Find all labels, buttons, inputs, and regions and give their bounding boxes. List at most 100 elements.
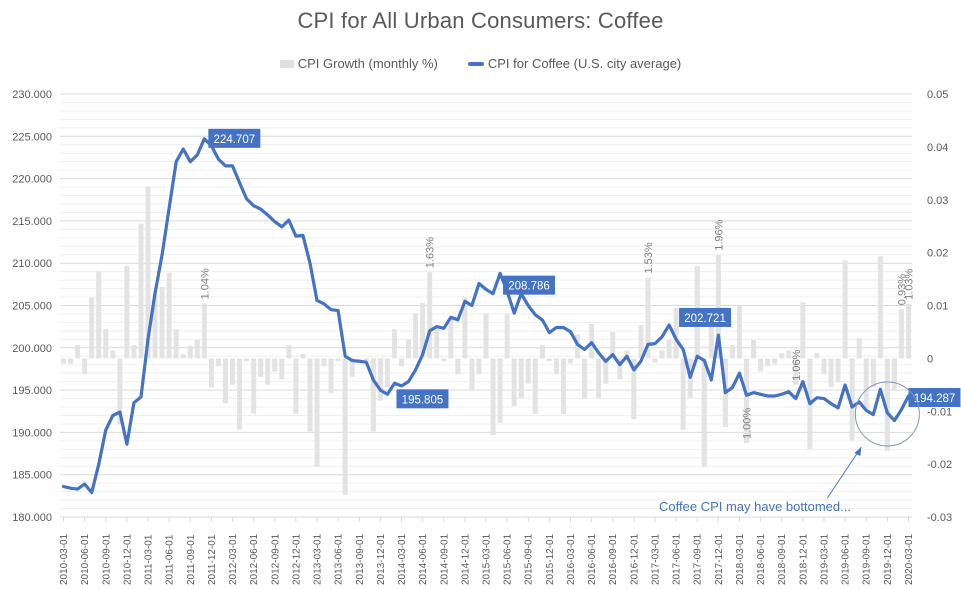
growth-bar: [659, 350, 665, 359]
growth-bar: [638, 325, 644, 359]
growth-bar: [391, 329, 397, 359]
x-tick-label: 2018-09-01: [777, 533, 788, 585]
legend: CPI Growth (monthly %) CPI for Coffee (U…: [0, 56, 961, 71]
growth-bar: [511, 358, 517, 406]
arrow-head-icon: [854, 447, 862, 456]
growth-bar: [173, 329, 179, 359]
growth-bar: [82, 358, 88, 375]
chart-title: CPI for All Urban Consumers: Coffee: [297, 8, 664, 33]
bar-series: [60, 186, 912, 495]
growth-bar: [729, 345, 735, 359]
bar-data-label: 1.96%: [713, 219, 725, 250]
y-right-tick-label: 0.01: [927, 301, 948, 313]
x-tick-label: 2010-06-01: [80, 533, 91, 585]
growth-bar: [708, 325, 714, 359]
y-left-tick-label: 185.000: [12, 470, 52, 482]
bar-data-label: 0.93%: [896, 274, 908, 305]
x-tick-label: 2012-06-01: [249, 533, 260, 585]
x-axis: 2010-03-01 2010-06-01 2010-09-01 2010-12-01…: [59, 516, 915, 585]
legend-item-cpi[interactable]: CPI for Coffee (U.S. city average): [467, 56, 682, 71]
growth-bar: [265, 358, 271, 385]
value-callouts: 224.707 195.805 208.786 202.721 194.287: [208, 128, 961, 409]
growth-bar: [314, 358, 320, 467]
value-callout-label: 224.707: [214, 134, 256, 146]
growth-bar: [645, 277, 651, 359]
y-left-tick-label: 195.000: [12, 385, 52, 397]
growth-bar: [138, 223, 144, 359]
bar-data-label: 1.00%: [742, 408, 754, 439]
annotation-text: Coffee CPI may have bottomed...: [659, 499, 851, 514]
highlight-circle: [854, 381, 920, 447]
growth-bar: [406, 339, 412, 359]
growth-bar: [835, 358, 841, 383]
line-series: [61, 137, 911, 495]
x-tick-label: 2017-03-01: [650, 533, 661, 585]
x-tick-label: 2011-09-01: [186, 534, 197, 585]
legend-swatch-line: [467, 61, 484, 66]
y-axis-right: -0.03 -0.02 -0.01 0 0.01 0.02 0.03 0.04 0.05: [927, 89, 952, 524]
growth-bar: [300, 354, 306, 359]
growth-bar: [779, 353, 785, 359]
bar-data-label: 1.03%: [903, 269, 915, 300]
growth-bar: [828, 358, 834, 388]
growth-bar: [856, 338, 862, 359]
x-tick-label: 2017-12-01: [714, 533, 725, 585]
growth-bar: [279, 358, 285, 380]
x-tick-label: 2017-09-01: [693, 533, 704, 585]
value-callout-box: [503, 275, 556, 295]
x-tick-label: 2012-03-01: [228, 533, 239, 585]
growth-bar: [166, 272, 172, 359]
growth-bar: [251, 358, 257, 414]
cpi-line: [61, 137, 911, 495]
growth-bar: [272, 358, 278, 372]
annotation-arrow: [826, 446, 862, 499]
growth-bar: [631, 358, 637, 420]
legend-item-growth[interactable]: CPI Growth (monthly %): [279, 56, 438, 71]
y-left-tick-label: 190.000: [12, 427, 52, 439]
y-right-tick-label: 0.05: [927, 89, 948, 101]
growth-bar: [483, 313, 489, 359]
growth-bar: [863, 358, 869, 409]
value-callout-box: [908, 388, 961, 408]
growth-bar: [743, 358, 750, 443]
growth-bar: [567, 358, 574, 364]
x-tick-label: 2019-06-01: [841, 533, 852, 585]
growth-bar: [229, 358, 236, 385]
y-left-tick-label: 215.000: [12, 216, 52, 228]
growth-bar: [328, 358, 334, 393]
growth-bar: [560, 358, 566, 414]
growth-bar: [462, 297, 468, 359]
growth-bar: [596, 358, 602, 399]
growth-bar: [60, 358, 67, 364]
growth-bar: [842, 260, 848, 359]
growth-bar: [363, 358, 369, 362]
x-tick-label: 2014-03-01: [397, 533, 408, 585]
y-right-tick-label: -0.03: [927, 512, 952, 524]
growth-bar: [546, 358, 552, 362]
growth-bar: [553, 358, 559, 375]
growth-bar: [772, 358, 778, 364]
x-tick-label: 2018-06-01: [756, 533, 767, 585]
bar-labels: 1.04% 1.63% 1.53% 1.96% 1.00% 1.06% 0.93%1.03%: [199, 219, 915, 439]
growth-bar: [124, 265, 130, 359]
growth-bar: [849, 358, 855, 441]
growth-bar: [476, 358, 482, 375]
x-tick-label: 2020-03-01: [904, 533, 915, 585]
growth-bar: [765, 358, 771, 367]
growth-bar: [870, 358, 876, 388]
growth-bar: [89, 297, 95, 359]
growth-bar: [786, 350, 792, 359]
x-tick-label: 2016-03-01: [566, 533, 577, 585]
growth-bar: [539, 345, 545, 359]
legend-label-cpi: CPI for Coffee (U.S. city average): [487, 56, 682, 71]
growth-bar: [532, 358, 538, 414]
x-tick-label: 2011-06-01: [165, 534, 176, 585]
growth-bar: [490, 358, 496, 436]
x-tick-label: 2018-03-01: [735, 533, 746, 585]
growth-bar: [877, 256, 883, 359]
x-tick-label: 2012-09-01: [270, 533, 281, 585]
growth-bar: [208, 358, 214, 388]
growth-bar: [103, 329, 109, 359]
x-tick-label: 2015-09-01: [524, 533, 535, 585]
